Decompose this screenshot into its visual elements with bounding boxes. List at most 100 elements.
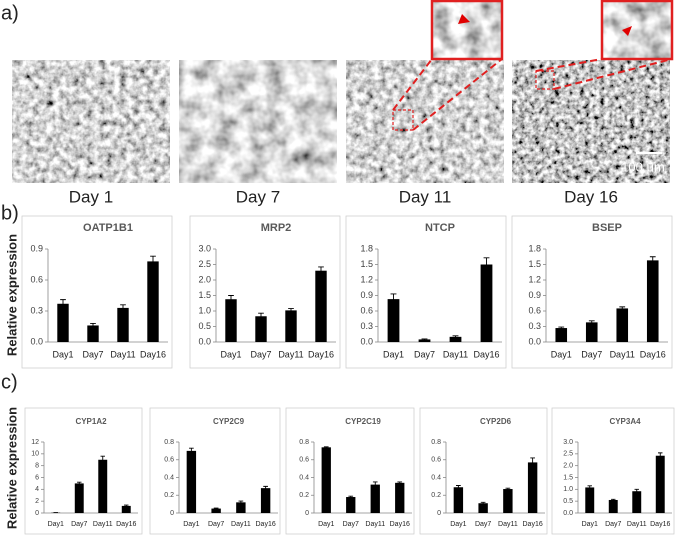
y-tick-label: 1.5 [198,290,211,300]
chart-frame [21,215,173,369]
zoom-box [392,109,414,131]
error-bar [60,299,66,308]
y-tick-label: 0 [35,510,39,517]
x-tick-label: Day7 [581,349,602,359]
bar [453,487,464,513]
x-tick-label: Day1 [551,349,572,359]
error-bar [634,488,639,494]
y-tick-label: 3.0 [198,243,211,253]
bar [646,260,659,342]
error-bar [530,457,535,467]
error-bar [318,266,324,275]
error-bar [456,485,461,490]
chart-title: CYP2C19 [345,417,381,426]
error-bar [558,326,565,330]
zoom-line [535,58,603,72]
y-tick-label: 0.0 [528,336,541,346]
chart-title: CYP2C9 [213,417,245,426]
x-tick-label: Day1 [48,521,64,528]
y-tick-label: 2.5 [563,451,573,458]
chart-title: OATP1B1 [83,222,133,234]
y-tick-label: 10 [31,451,39,458]
zoom-line [553,58,673,90]
bar [418,339,431,342]
bar [211,508,221,513]
y-tick-label: 1.5 [528,259,541,269]
error-bar [483,257,490,272]
x-tick-label: Day1 [220,349,241,359]
chart-frame [149,407,281,535]
y-tick-label: 0.3 [360,321,373,331]
error-bar [288,308,294,313]
error-bar [619,306,626,310]
error-bar [611,498,616,501]
error-bar [323,446,329,448]
y-tick-label: 8 [35,463,39,470]
bar [655,455,665,513]
error-bar [100,455,105,464]
y-tick-label: 0.4 [431,474,441,481]
chart-frame [189,215,341,369]
error-bar [124,504,129,507]
y-tick-label: 0.2 [164,492,174,499]
error-bar [372,481,378,488]
x-tick-label: Day7 [414,349,435,359]
panel-label: c) [1,371,18,393]
y-axis-label: Relative expression [4,407,19,529]
y-tick-label: 2 [35,498,39,505]
bar [555,328,568,342]
x-tick-label: Day7 [605,521,621,528]
day-label: Day 11 [399,187,452,206]
chart-title: CYP1A2 [75,417,107,426]
y-tick-label: 0.5 [563,498,573,505]
chart-title: NTCP [425,222,455,234]
chart-title: MRP2 [261,222,292,234]
error-bar [228,295,234,303]
x-tick-label: Day7 [250,349,271,359]
zoom-line [412,58,503,131]
x-tick-label: Day11 [443,349,468,359]
bar [57,303,69,342]
y-tick-label: 1.5 [563,474,573,481]
x-tick-label: Day7 [82,349,103,359]
chart-title: CYP3A4 [609,417,641,426]
chart-frame [345,215,507,369]
inset-border [600,0,674,61]
bar [260,488,271,513]
error-bar [649,256,656,264]
x-tick-label: Day11 [610,349,635,359]
scale-bar-label: 100 μm [621,159,665,174]
y-tick-label: 12 [31,439,39,446]
y-tick-label: 0 [170,510,174,517]
y-tick-label: 0 [305,510,309,517]
inset-image [602,1,672,59]
y-tick-label: 2.0 [563,463,573,470]
zoom-box [535,70,555,90]
chart-frame [285,407,415,535]
y-tick-label: 6 [35,474,39,481]
bar [503,489,513,513]
y-axis-label: Relative expression [4,234,19,356]
x-tick-label: Day16 [140,349,166,359]
bar [285,310,297,342]
micrograph [179,60,337,183]
error-bar [505,487,511,490]
error-bar [421,338,428,340]
x-tick-label: Day16 [650,521,670,528]
bar [147,261,159,342]
x-tick-label: Day11 [93,521,113,528]
error-bar [587,485,592,490]
x-tick-label: Day16 [116,521,136,528]
y-tick-label: 1.8 [360,243,373,253]
bar [225,299,237,342]
error-bar [480,501,486,505]
bar [616,308,629,342]
bar [585,322,598,342]
bar [117,307,129,342]
bar [186,450,197,513]
bar [480,264,493,342]
bar [370,484,380,513]
chart-frame [511,215,673,369]
chart-title: BSEP [592,222,622,234]
